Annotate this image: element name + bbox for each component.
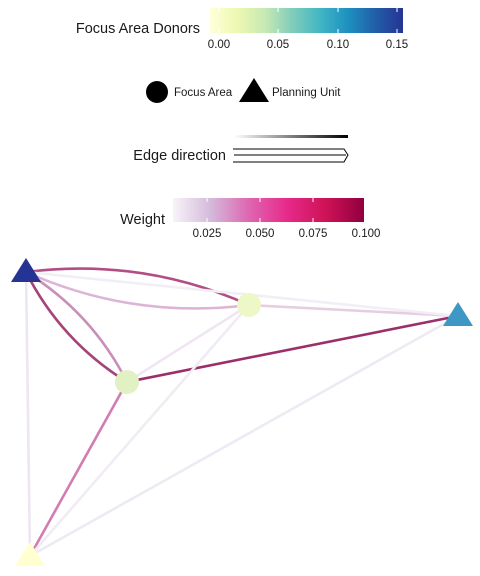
weight-tick-label: 0.025: [193, 228, 222, 240]
network-edge: [24, 270, 460, 318]
focus-legend-title: Focus Area Donors: [76, 21, 200, 37]
weight-tick-label: 0.075: [299, 228, 328, 240]
planning-unit-node: [11, 258, 41, 282]
weight-tick-label: 0.100: [352, 228, 381, 240]
network-edge: [24, 270, 251, 310]
network-edge: [24, 267, 251, 307]
planning-unit-triangle-icon: [239, 78, 269, 102]
edge-direction-legend: Edge direction: [133, 135, 349, 164]
weight-legend-title: Weight: [120, 212, 165, 228]
focus-area-node: [115, 370, 139, 394]
network-edge: [28, 314, 460, 558]
network-edge: [125, 314, 460, 384]
edge-arrow-icon: [233, 148, 349, 163]
focus-area-circle-icon: [146, 81, 168, 103]
network-edge: [24, 270, 129, 384]
network-nodes: [11, 258, 473, 566]
planning-unit-label: Planning Unit: [272, 87, 341, 99]
focus-colorbar: [210, 8, 403, 33]
network-edge: [28, 380, 129, 558]
edge-direction-title: Edge direction: [133, 148, 226, 164]
weight-legend: Weight 0.025 0.050 0.075 0.100: [120, 198, 380, 240]
focus-tick-label: 0.00: [208, 39, 230, 51]
focus-area-node: [237, 293, 261, 317]
focus-tick-label: 0.10: [327, 39, 349, 51]
weight-tick-label: 0.050: [246, 228, 275, 240]
planning-unit-node: [443, 302, 473, 326]
network-edge: [28, 303, 251, 558]
planning-unit-node: [15, 542, 45, 566]
network-edge: [24, 270, 32, 558]
focus-tick-marks: [218, 8, 398, 33]
weight-colorbar: [173, 198, 364, 222]
focus-area-label: Focus Area: [174, 87, 233, 99]
network-edge: [24, 270, 129, 384]
weight-tick-marks: [206, 198, 367, 222]
focus-tick-label: 0.05: [267, 39, 289, 51]
focus-area-donors-legend: Focus Area Donors 0.00 0.05 0.10 0.15: [76, 8, 408, 51]
edge-gradient-bar: [234, 135, 348, 138]
shape-legend: Focus Area Planning Unit: [146, 78, 341, 103]
focus-tick-label: 0.15: [386, 39, 408, 51]
network-edge: [125, 303, 251, 384]
